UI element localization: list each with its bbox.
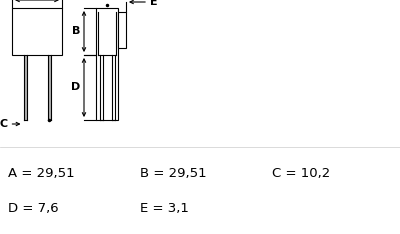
Text: C = 10,2: C = 10,2 [272,167,330,180]
Bar [98,12,116,55]
Bar [24,55,26,120]
Bar [96,8,118,120]
Text: E: E [150,0,158,7]
Bar [112,55,114,120]
Text: E = 3,1: E = 3,1 [140,202,189,215]
Text: D: D [71,83,80,92]
Text: B = 29,51: B = 29,51 [140,167,207,180]
Bar [118,12,126,48]
Bar [100,55,102,120]
Text: B: B [72,26,80,37]
Text: A = 29,51: A = 29,51 [8,167,75,180]
Bar [12,8,62,55]
Text: D = 7,6: D = 7,6 [8,202,59,215]
Bar [48,55,50,120]
Text: C: C [0,119,8,129]
